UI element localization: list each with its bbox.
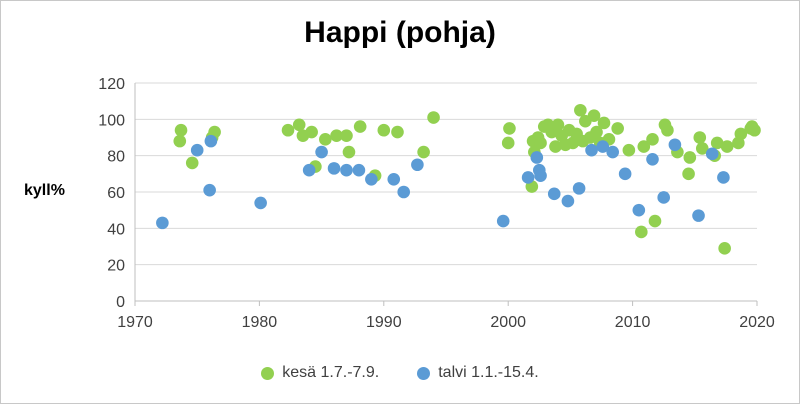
winter-point	[572, 182, 586, 195]
winter-point	[657, 191, 670, 204]
winter-point	[618, 167, 632, 181]
winter-point	[204, 134, 218, 148]
winter-point	[496, 214, 510, 228]
summer-point	[683, 151, 697, 164]
summer-point	[340, 129, 353, 142]
y-tick-label: 40	[107, 221, 125, 238]
summer-point	[622, 143, 636, 157]
legend-marker-summer	[261, 366, 275, 380]
summer-point	[646, 133, 659, 146]
winter-point	[585, 143, 598, 157]
winter-point	[365, 172, 378, 186]
y-tick-label: 60	[107, 185, 125, 202]
summer-point	[353, 120, 367, 133]
x-tick-label: 2000	[490, 314, 526, 331]
winter-point	[387, 172, 401, 186]
summer-point	[185, 156, 199, 170]
gridlines	[135, 82, 757, 266]
summer-point	[292, 118, 306, 132]
summer-point	[427, 111, 440, 124]
winter-point	[547, 187, 561, 201]
y-tick-label: 120	[98, 76, 125, 93]
summer-point	[377, 123, 391, 137]
winter-point	[717, 171, 730, 184]
winter-point	[692, 209, 705, 222]
legend-marker-winter	[417, 366, 431, 380]
winter-point	[561, 194, 575, 208]
summer-point	[574, 103, 587, 117]
x-tick-label: 2020	[739, 314, 775, 331]
x-tick-label: 1990	[366, 314, 402, 331]
y-axis-label: kyll%	[24, 182, 65, 199]
summer-point	[534, 136, 547, 150]
winter-point	[534, 169, 547, 182]
summer-point	[720, 140, 734, 153]
winter-point	[530, 151, 544, 164]
axes	[134, 83, 758, 306]
summer-point	[417, 145, 430, 159]
winter-point	[397, 185, 411, 199]
summer-point	[503, 122, 516, 135]
summer-point	[693, 131, 707, 144]
winter-point	[254, 196, 267, 210]
winter-point	[340, 163, 353, 177]
x-tick-label: 1980	[242, 314, 278, 331]
winter-point	[190, 143, 204, 157]
summer-point	[637, 140, 651, 153]
legend-item-winter: talvi 1.1.-15.4.	[417, 364, 539, 382]
winter-point	[156, 216, 169, 230]
summer-point	[695, 142, 709, 155]
summer-point	[611, 122, 624, 135]
winter-point	[327, 162, 341, 175]
x-tick-label: 1970	[117, 314, 153, 331]
winter-point	[521, 171, 535, 184]
summer-point	[281, 123, 295, 137]
winter-point	[302, 163, 316, 177]
summer-point	[710, 136, 724, 150]
winter-point	[596, 140, 610, 153]
legend-label-winter: talvi 1.1.-15.4.	[438, 364, 539, 381]
legend: kesä 1.7.-7.9. talvi 1.1.-15.4.	[0, 364, 800, 382]
summer-point	[748, 123, 761, 137]
y-tick-label: 0	[116, 294, 125, 311]
winter-point	[668, 138, 682, 152]
summer-point	[549, 140, 562, 153]
winter-point	[606, 145, 619, 159]
summer-point	[330, 129, 343, 142]
summer-point	[682, 167, 695, 181]
summer-point	[590, 125, 603, 139]
winter-point	[632, 203, 646, 217]
winter-point	[352, 163, 366, 177]
summer-point	[319, 133, 332, 146]
winter-point	[315, 145, 328, 159]
summer-point	[305, 125, 318, 139]
summer-point	[174, 123, 188, 137]
y-tick-label: 100	[98, 112, 125, 129]
winter-point	[203, 183, 216, 197]
summer-point	[342, 145, 356, 159]
summer-point	[718, 242, 731, 255]
summer-point	[635, 225, 648, 239]
y-tick-label: 20	[107, 258, 125, 275]
legend-label-summer: kesä 1.7.-7.9.	[282, 364, 380, 381]
winter-point	[646, 153, 659, 166]
summer-point	[597, 116, 611, 130]
summer-point	[501, 136, 515, 150]
summer-point	[551, 118, 565, 132]
winter-point	[411, 158, 424, 172]
y-tick-label: 80	[107, 149, 125, 166]
chart-title: Happi (pohja)	[304, 16, 496, 49]
summer-point	[661, 123, 674, 137]
summer-point	[648, 214, 662, 228]
x-tick-label: 2010	[615, 314, 651, 331]
summer-point	[734, 127, 748, 141]
winter-point	[705, 147, 719, 161]
tick-labels: 0 20 40 60 80 100 120 1970 1980 1990 2000 2010 2020	[98, 76, 775, 331]
legend-item-summer: kesä 1.7.-7.9.	[261, 364, 379, 382]
summer-point	[587, 109, 601, 122]
summer-point	[391, 125, 404, 139]
summer-point	[173, 134, 187, 148]
data-points	[156, 103, 761, 255]
